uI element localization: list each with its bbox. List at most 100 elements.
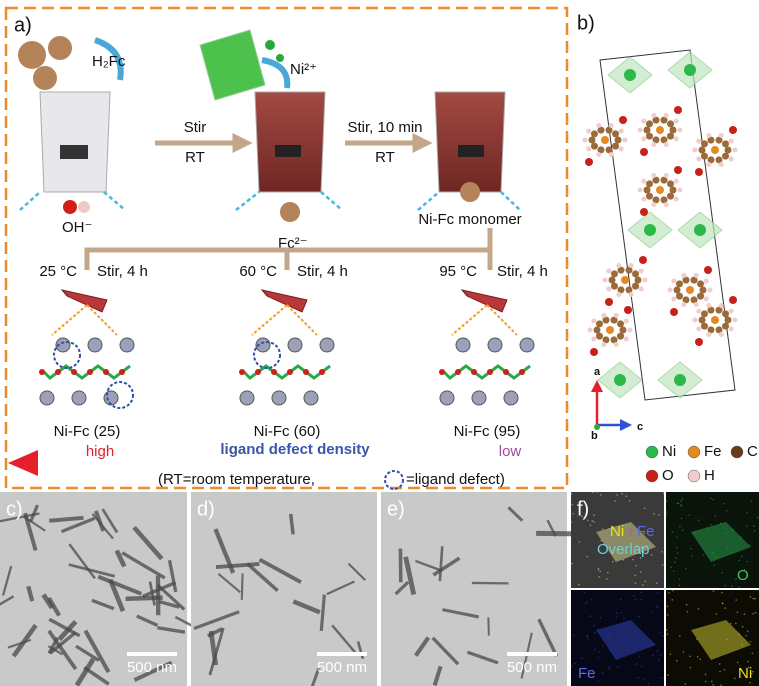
fc-unit: [103, 390, 119, 406]
nanosheet: [193, 610, 240, 630]
eds-signal: [616, 494, 618, 496]
c-atom: [590, 142, 598, 150]
h-atom: [651, 173, 657, 179]
h-atom: [706, 303, 712, 309]
c-atom: [625, 286, 633, 294]
fc-unit: [71, 390, 87, 406]
nanosheet: [432, 665, 443, 686]
legend: Ni Fe C O H: [645, 443, 758, 484]
nanosheet: [438, 546, 444, 582]
h-atom: [601, 341, 607, 347]
defect-circle: [106, 381, 134, 409]
o-atom: [670, 308, 678, 316]
eds-signal: [621, 492, 623, 495]
fe-atom: [686, 286, 694, 294]
legend-label: Ni: [662, 443, 676, 460]
eds-signal: [718, 663, 721, 665]
eds-signal: [581, 657, 583, 660]
eds-signal: [578, 504, 581, 506]
eds-signal: [670, 566, 673, 569]
crystal: [460, 289, 508, 313]
nanosheet: [114, 549, 127, 568]
eds-signal: [689, 666, 692, 669]
c-atom: [610, 316, 618, 324]
eds-signal: [639, 571, 642, 573]
eds-signal: [735, 599, 737, 601]
nanosheet: [466, 650, 499, 665]
fc-unit: [471, 390, 487, 406]
eds-signal: [721, 591, 723, 594]
eds-signal: [586, 636, 588, 638]
eds-signal: [652, 654, 654, 657]
eds-signal: [699, 658, 701, 661]
h-atom: [681, 273, 687, 279]
eds-signal: [589, 615, 592, 617]
eds-signal: [570, 492, 573, 495]
eds-signal: [661, 550, 663, 553]
eds-signal: [574, 662, 577, 665]
h-atom: [622, 137, 628, 143]
curved-arrow: [93, 37, 124, 81]
eds-signal: [665, 510, 668, 513]
link: [51, 304, 118, 336]
eds-signal: [674, 561, 676, 564]
panel-label: f): [577, 498, 589, 520]
c-atom: [667, 120, 675, 128]
h-atom: [587, 327, 593, 333]
eds-signal: [593, 631, 596, 634]
chain: [240, 364, 331, 380]
eds-signal: [680, 517, 683, 520]
decoration: [254, 91, 326, 193]
eds-signal: [640, 598, 643, 600]
h-atom: [671, 296, 677, 302]
c-atom: [645, 120, 653, 128]
eds-signal: [676, 552, 679, 554]
link: [251, 304, 318, 336]
eds-signal: [723, 668, 726, 671]
nanosheet: [108, 578, 126, 613]
c-atom: [675, 280, 683, 288]
h-atom: [718, 133, 724, 139]
h-atom: [706, 161, 712, 167]
h-atom: [663, 141, 669, 147]
eds-signal: [756, 516, 759, 519]
eds-signal: [691, 554, 693, 557]
eds-signal: [754, 611, 757, 614]
map-label: Ni: [610, 523, 624, 540]
eds-signal: [679, 525, 681, 528]
eds-signal: [682, 650, 685, 653]
decoration: [460, 182, 480, 202]
eds-signal: [597, 567, 600, 570]
eds-signal: [599, 617, 602, 619]
eds-signal: [658, 514, 661, 516]
nanosheet: [326, 580, 355, 596]
nanosheet: [157, 626, 186, 634]
h-atom: [628, 263, 634, 269]
nanosheet: [133, 660, 173, 682]
h-atom: [703, 296, 709, 302]
c-atom: [652, 196, 660, 204]
eds-signal: [745, 635, 748, 637]
eds-signal: [753, 529, 756, 532]
nanosheet: [29, 504, 39, 523]
stir-time: Stir, 4 h: [97, 263, 148, 280]
h-atom: [692, 147, 698, 153]
nanosheet: [125, 595, 163, 602]
c-atom: [660, 136, 668, 144]
eds-signal: [738, 559, 741, 562]
eds-signal: [747, 666, 750, 669]
ni-atom: [694, 224, 706, 236]
reagent-label: Ni²⁺: [290, 61, 317, 78]
c-atom: [645, 132, 653, 140]
c-atom: [610, 270, 618, 278]
h-atom: [641, 118, 647, 124]
c-atom: [700, 322, 708, 330]
ni-atom: [674, 374, 686, 386]
c-atom: [652, 136, 660, 144]
eds-signal: [571, 503, 574, 506]
c-atom: [593, 326, 601, 334]
legend-marker: [687, 469, 701, 483]
o-atom: [674, 166, 682, 174]
nanosheet: [246, 562, 279, 592]
eds-signal: [676, 502, 679, 505]
